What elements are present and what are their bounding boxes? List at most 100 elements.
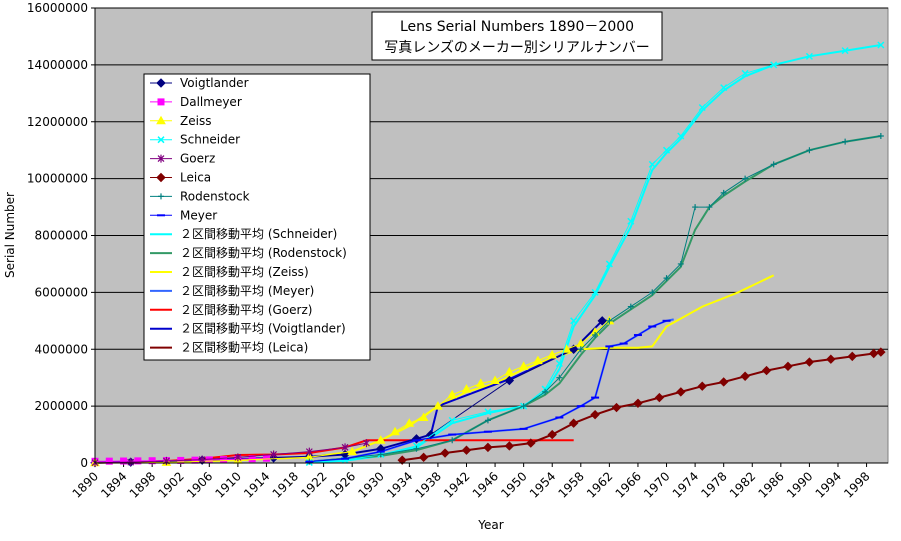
- data-point: [568, 418, 579, 428]
- x-tick-label: 1966: [613, 469, 644, 500]
- data-point: [547, 429, 557, 440]
- data-point: [520, 403, 527, 410]
- legend-entry: ２区間移動平均 (Goerz): [150, 303, 312, 317]
- data-point: [134, 457, 142, 465]
- data-point: [556, 374, 563, 381]
- series-line: [309, 44, 882, 464]
- x-tick-label: 1982: [727, 469, 758, 500]
- data-point: [663, 275, 670, 282]
- x-tick-label: 1902: [155, 469, 186, 500]
- data-point: [547, 349, 558, 359]
- data-point: [127, 458, 135, 467]
- data-point: [663, 146, 671, 154]
- x-tick-label: 1950: [498, 469, 529, 500]
- series-moving-avg-schneider: [309, 44, 882, 464]
- legend-label: ２区間移動平均 (Schneider): [180, 227, 337, 241]
- data-point: [570, 317, 578, 325]
- data-point: [741, 69, 749, 77]
- series-meyer: [305, 319, 671, 463]
- data-point: [841, 47, 849, 55]
- data-point: [418, 412, 429, 421]
- legend-entry: Leica: [150, 171, 211, 185]
- y-tick-label: 10000000: [27, 172, 88, 186]
- x-tick-label: 1954: [527, 469, 558, 500]
- legend-entry: Meyer: [150, 208, 217, 222]
- legend-entry: Goerz: [150, 152, 215, 166]
- data-point: [761, 365, 772, 376]
- data-point: [648, 160, 656, 168]
- x-tick-label: 1942: [441, 469, 472, 500]
- data-point: [448, 416, 456, 424]
- axes: [94, 8, 888, 464]
- legend-label: Zeiss: [180, 114, 211, 128]
- data-point: [504, 375, 515, 386]
- data-point: [475, 378, 486, 387]
- data-point: [120, 457, 128, 465]
- data-point: [877, 41, 885, 49]
- legend-label: ２区間移動平均 (Goerz): [180, 303, 312, 317]
- legend-entry: ２区間移動平均 (Schneider): [150, 227, 337, 241]
- data-point: [461, 384, 472, 393]
- legend-entry: Zeiss: [150, 114, 211, 128]
- data-point: [692, 204, 699, 211]
- y-tick-label: 0: [80, 456, 88, 470]
- x-tick-label: 1978: [698, 469, 729, 500]
- data-point: [877, 132, 884, 139]
- y-axis-title: Serial Number: [3, 192, 17, 278]
- x-axis-title: Year: [477, 518, 503, 532]
- y-tick-label: 2000000: [35, 399, 88, 413]
- data-point: [697, 381, 707, 391]
- x-tick-label: 1930: [355, 469, 386, 500]
- data-point: [606, 317, 613, 324]
- data-point: [649, 289, 656, 296]
- data-point: [449, 437, 456, 444]
- legend-entry: Rodenstock: [150, 189, 250, 203]
- data-point: [847, 351, 857, 362]
- data-point: [633, 398, 643, 408]
- x-tick-label: 1914: [241, 469, 272, 500]
- data-point: [627, 303, 634, 310]
- data-point: [720, 84, 728, 92]
- legend-marker: [156, 78, 166, 88]
- data-point: [262, 454, 270, 462]
- y-axis-ticks: 0 2000000 4000000 6000000 8000000 10000000 120…: [27, 1, 95, 470]
- data-point: [198, 455, 206, 464]
- data-point: [783, 361, 793, 372]
- legend-entry: ２区間移動平均 (Meyer): [150, 284, 314, 298]
- data-point: [483, 442, 493, 453]
- legend: Voigtlander Dallmeyer Zeiss Schneider Goerz L…: [143, 73, 371, 361]
- x-tick-label: 1906: [184, 469, 215, 500]
- data-point: [205, 456, 213, 464]
- data-point: [676, 387, 686, 397]
- series-goerz: [91, 439, 370, 467]
- data-point: [518, 361, 529, 370]
- legend-entry: Schneider: [150, 133, 240, 147]
- data-point: [706, 204, 713, 211]
- y-tick-label: 14000000: [27, 58, 88, 72]
- data-point: [397, 455, 407, 465]
- legend-entry: ２区間移動平均 (Rodenstock): [150, 246, 347, 260]
- chart-subtitle: 写真レンズのメーカー別シリアルナンバー: [384, 40, 650, 56]
- x-tick-label: 1938: [413, 469, 444, 500]
- data-point: [611, 402, 622, 413]
- data-point: [504, 441, 515, 451]
- x-tick-label: 1970: [641, 469, 672, 500]
- legend-marker: [157, 136, 165, 144]
- legend-entry: ２区間移動平均 (Zeiss): [150, 265, 309, 279]
- data-point: [533, 355, 543, 365]
- data-point: [347, 446, 358, 456]
- x-tick-label: 1958: [555, 469, 586, 500]
- x-tick-label: 1946: [470, 469, 501, 500]
- series-leica: [397, 347, 886, 465]
- data-point: [484, 408, 492, 416]
- x-tick-label: 1894: [98, 469, 129, 500]
- x-axis-ticks: 1890189418981902190619101914191819221926…: [70, 463, 873, 501]
- legend-entry: ２区間移動平均 (Voigtlander): [150, 322, 346, 336]
- data-point: [740, 371, 750, 381]
- y-tick-label: 4000000: [35, 342, 88, 356]
- legend-label: Voigtlander: [180, 76, 249, 90]
- data-point: [804, 357, 815, 367]
- y-tick-label: 6000000: [35, 285, 88, 299]
- x-tick-label: 1898: [127, 469, 158, 500]
- data-point: [461, 445, 472, 455]
